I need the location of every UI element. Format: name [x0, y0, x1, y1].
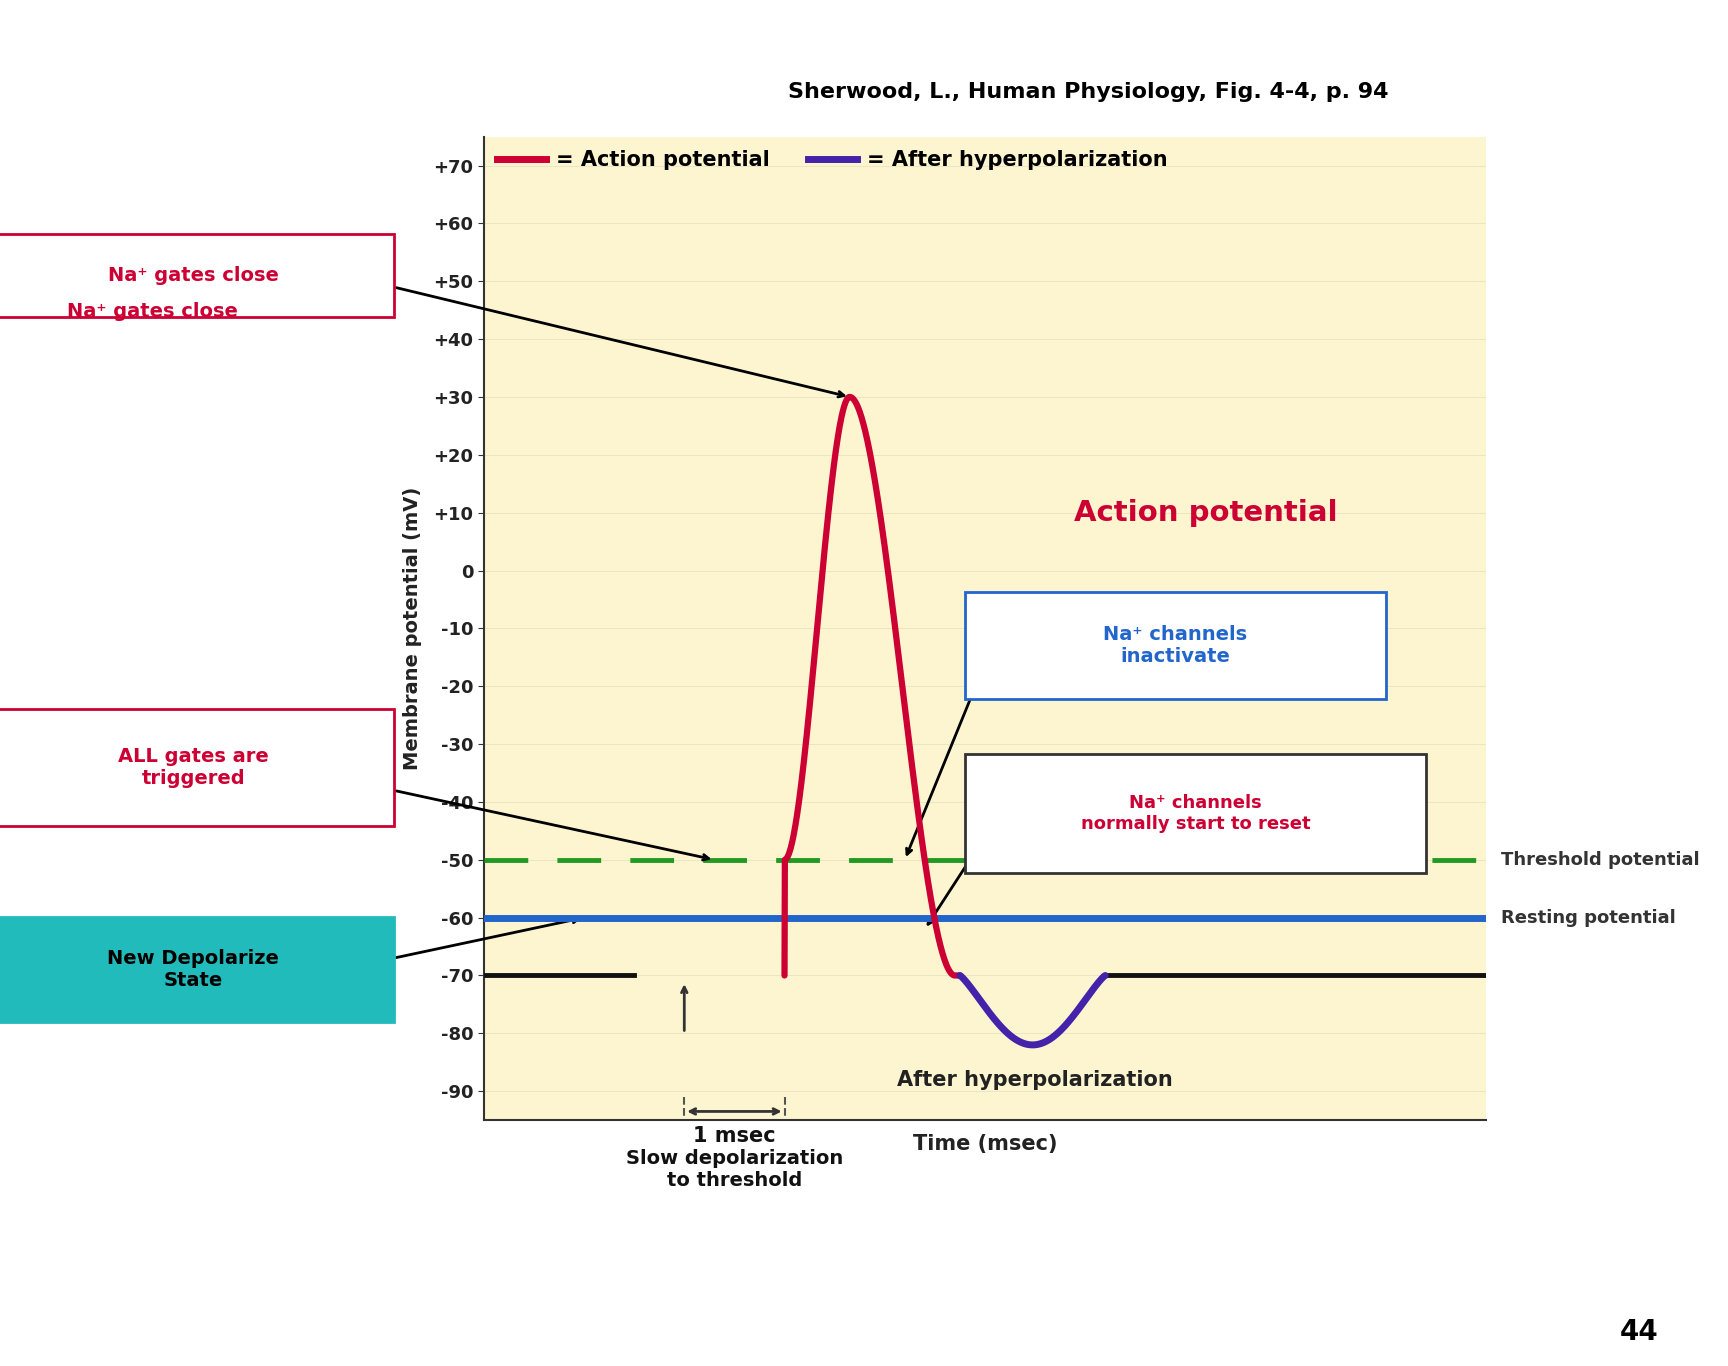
Text: Na⁺ gates close: Na⁺ gates close — [67, 302, 237, 321]
Text: Na⁺ channels
inactivate: Na⁺ channels inactivate — [1102, 626, 1248, 667]
FancyBboxPatch shape — [964, 593, 1386, 699]
Text: After hyperpolarization: After hyperpolarization — [897, 1070, 1173, 1090]
Text: Na⁺ gates close: Na⁺ gates close — [107, 266, 278, 285]
FancyBboxPatch shape — [0, 235, 394, 317]
Text: Slow depolarization
to threshold: Slow depolarization to threshold — [626, 1149, 843, 1190]
Y-axis label: Membrane potential (mV): Membrane potential (mV) — [403, 486, 422, 770]
Text: Resting potential: Resting potential — [1502, 908, 1676, 926]
FancyBboxPatch shape — [0, 917, 394, 1022]
FancyBboxPatch shape — [0, 709, 394, 825]
X-axis label: Time (msec): Time (msec) — [912, 1134, 1058, 1154]
Text: 1 msec: 1 msec — [693, 1126, 776, 1146]
Text: Action potential: Action potential — [1073, 499, 1337, 527]
Text: 44: 44 — [1621, 1318, 1659, 1346]
Text: New Depolarize
State: New Depolarize State — [107, 949, 280, 990]
Text: Na⁺ channels
normally start to reset: Na⁺ channels normally start to reset — [1080, 794, 1310, 833]
FancyBboxPatch shape — [964, 754, 1426, 873]
Text: ALL gates are
triggered: ALL gates are triggered — [118, 747, 268, 788]
Legend: = Action potential, = After hyperpolarization: = Action potential, = After hyperpolariz… — [494, 146, 1172, 173]
Text: Threshold potential: Threshold potential — [1502, 851, 1700, 869]
Text: Sherwood, L., Human Physiology, Fig. 4-4, p. 94: Sherwood, L., Human Physiology, Fig. 4-4… — [788, 82, 1389, 102]
